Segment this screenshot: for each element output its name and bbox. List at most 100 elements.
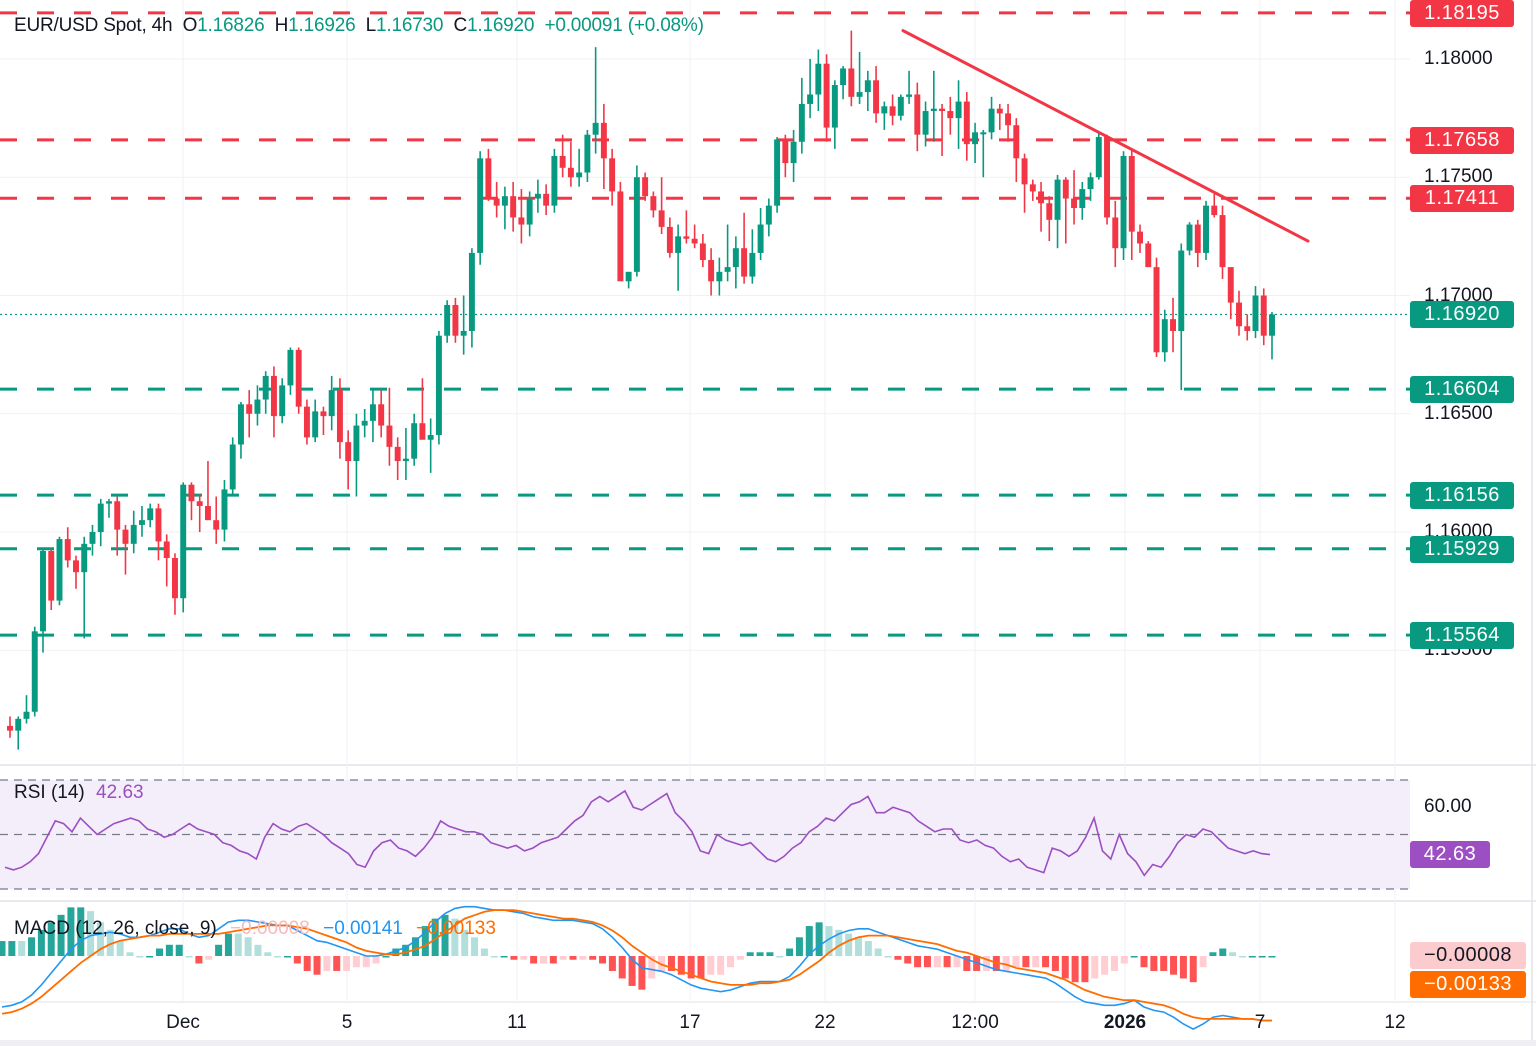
candle-body [73,560,79,573]
macd-histogram-bar [1032,956,1040,968]
macd-histogram-bar [156,948,164,956]
symbol-legend: EUR/USD Spot, 4h O1.16826 H1.16926 L1.16… [14,15,704,37]
candle-body [510,196,517,218]
candle-body [204,505,211,521]
candle-body [386,425,393,447]
candle-body [130,524,137,544]
macd-histogram-bar [1002,956,1010,971]
candle-body [592,122,599,135]
macd-histogram-bar [411,937,419,956]
macd-histogram-bar [264,952,272,956]
candle-body [279,385,286,417]
candle-body [81,543,88,573]
time-axis-label: 22 [814,1012,836,1033]
candle-body [1079,189,1086,208]
candle-body [939,108,946,112]
candle-body [691,238,698,244]
candle-body [139,520,145,525]
macd-histogram-bar [57,914,65,956]
candle-body [89,532,96,544]
macd-histogram-bar [815,922,823,956]
macd-histogram-bar [1101,956,1109,975]
macd-histogram-bar [766,952,774,956]
macd-histogram-bar [284,956,292,958]
macd-histogram-bar [362,956,370,968]
candle-body [171,558,178,599]
candle-body [254,399,261,414]
price-axis-tick: 1.16500 [1424,402,1493,424]
symbol-title[interactable]: EUR/USD Spot, 4h [14,15,173,36]
candle-body [840,68,847,86]
candle-body [353,425,360,462]
candle-body [633,177,640,272]
macd-histogram-bar [727,956,735,968]
macd-histogram-bar [776,956,784,958]
macd-histogram-bar [303,956,311,971]
candle-body [873,80,880,114]
candle-body [1128,155,1135,232]
macd-histogram-bar [1022,956,1030,968]
candle-body [1137,231,1143,244]
candle-body [930,108,937,112]
candle-body [312,411,319,438]
macd-histogram-bar [37,929,45,956]
candle-body [1104,137,1111,218]
candle-body [1029,184,1036,192]
candle-body [262,375,269,400]
candle-body [922,111,929,135]
macd-histogram-bar [628,956,636,986]
candle-body [609,158,616,192]
macd-histogram-bar [126,952,134,956]
macd-histogram-bar [1051,956,1059,971]
support-price-tag: 1.16156 [1410,482,1514,510]
macd-histogram-bar [1130,956,1138,958]
macd-histogram-bar [1258,956,1266,958]
candle-body [1269,314,1275,336]
rsi-legend[interactable]: RSI (14) 42.63 [14,782,144,804]
candle-body [848,68,855,97]
macd-histogram-bar [313,956,321,975]
macd-legend[interactable]: MACD (12, 26, close, 9) −0.00008 −0.0014… [14,918,496,940]
macd-histogram-bar [648,956,656,979]
candle-body [31,631,38,712]
candle-body [328,390,335,417]
macd-histogram-bar [451,918,459,956]
candle-body [122,529,129,544]
macd-histogram-bar [175,944,183,956]
candle-body [526,198,533,225]
time-axis-label: 17 [679,1012,701,1033]
candle-body [815,63,822,95]
macd-histogram-bar [658,956,666,971]
candle-body [345,442,352,462]
candle-body [188,484,195,502]
price-axis-tick: 1.17500 [1424,166,1493,188]
macd-histogram-bar [510,956,518,960]
candle-body [15,718,22,731]
candle-body [708,260,715,282]
candle-body [402,458,409,462]
macd-histogram-bar [1071,956,1079,983]
candle-body [106,501,112,504]
macd-histogram-bar [352,956,360,968]
candle-body [914,94,921,135]
candle-body [361,420,368,426]
candle-body [551,155,558,206]
macd-histogram-bar [461,929,469,956]
candle-body [1236,302,1242,327]
macd-histogram-bar [608,956,616,971]
candle-body [97,503,104,532]
candle-body [1021,158,1028,185]
candle-body [650,196,657,211]
macd-hist-value: −0.00008 [230,918,310,939]
candle-body [625,271,632,282]
candle-body [584,134,591,173]
candle-body [213,520,220,530]
macd-histogram-bar [864,941,872,956]
macd-histogram-bar [638,956,646,990]
candle-body [906,94,913,97]
candle-body [732,248,739,268]
macd-histogram-bar [1150,956,1158,971]
macd-histogram-bar [293,956,301,964]
candle-body [1120,155,1127,249]
